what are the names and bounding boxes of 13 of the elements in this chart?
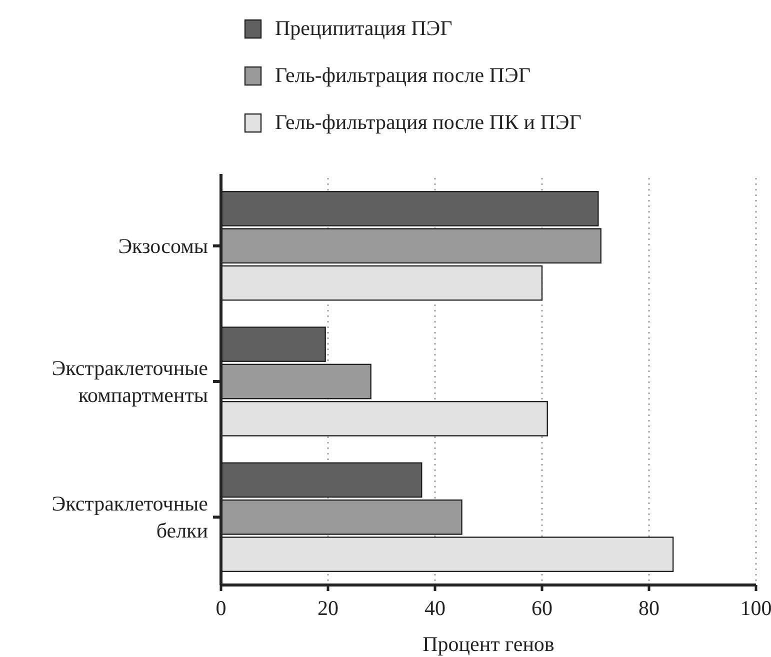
legend-label: Преципитация ПЭГ [275,16,452,40]
x-tick-label: 40 [424,596,446,620]
legend-label: Гель-фильтрация после ПЭГ [275,63,530,87]
y-tick-label: Экстраклеточные белки [52,492,208,543]
x-tick-label: 60 [532,596,552,620]
x-axis-title: Процент генов [422,632,554,656]
legend-label: Гель-фильтрация после ПК и ПЭГ [275,110,582,134]
x-tick-label: 0 [216,596,226,620]
x-tick-label: 100 [740,596,771,620]
y-tick-label: Экзосомы [118,234,208,258]
x-tick-label: 80 [638,596,660,620]
x-tick-label: 20 [318,596,338,620]
y-tick-label: Экстраклеточные компартменты [52,356,208,407]
